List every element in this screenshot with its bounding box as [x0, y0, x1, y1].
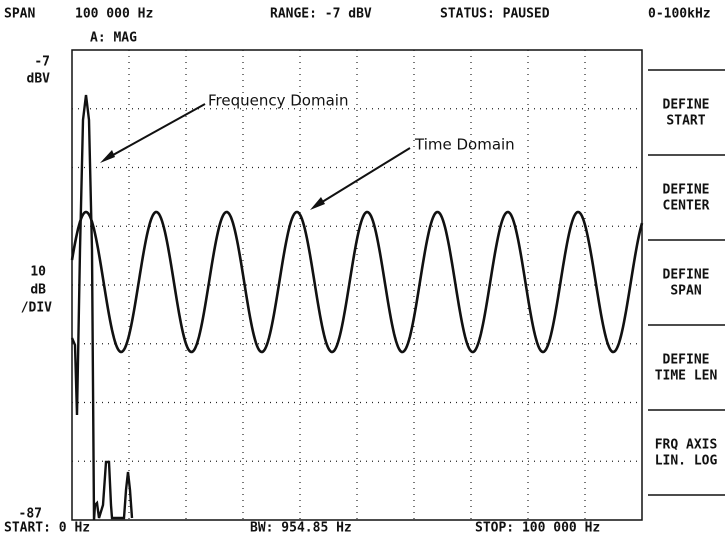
- span-label: SPAN: [4, 7, 35, 22]
- arrow: [313, 147, 411, 208]
- scale-div-unit: /DIV: [21, 301, 52, 316]
- softkey-label: DEFINE: [663, 268, 710, 283]
- scale-top-unit: dBV: [27, 72, 51, 87]
- scale-bottom: -87: [19, 507, 42, 522]
- stop: STOP: 100 000 Hz: [475, 521, 600, 536]
- annotation: Frequency Domain: [208, 92, 348, 110]
- softkey-label: DEFINE: [663, 353, 710, 368]
- frequency-trace: [70, 94, 134, 521]
- trace-label: A: MAG: [90, 31, 137, 46]
- span-value: 100 000 Hz: [75, 7, 153, 22]
- softkey-label: CENTER: [663, 199, 710, 214]
- softkey-label: DEFINE: [663, 98, 710, 113]
- softkey-label: TIME LEN: [655, 369, 718, 384]
- softkey-label: FRQ AXIS: [655, 438, 718, 453]
- band: 0-100kHz: [648, 7, 711, 22]
- grid: [72, 50, 642, 520]
- time-trace: [70, 210, 644, 354]
- softkey-label: DEFINE: [663, 183, 710, 198]
- range: RANGE: -7 dBV: [270, 7, 372, 22]
- annotation: Time Domain: [414, 136, 515, 154]
- scale-top: -7: [34, 55, 50, 70]
- status: STATUS: PAUSED: [440, 7, 550, 22]
- softkeys: DEFINESTARTDEFINECENTERDEFINESPANDEFINET…: [648, 69, 725, 496]
- arrow-head: [310, 197, 325, 210]
- arrow: [103, 103, 206, 161]
- softkey-label: SPAN: [670, 284, 701, 299]
- scale-div: 10: [30, 265, 46, 280]
- start: START: 0 Hz: [4, 521, 90, 536]
- softkey-label: LIN. LOG: [655, 454, 718, 469]
- softkey-label: START: [666, 114, 705, 129]
- bandwidth: BW: 954.85 Hz: [250, 521, 352, 536]
- scale-div-unit: dB: [30, 283, 46, 298]
- arrow-head: [100, 150, 115, 163]
